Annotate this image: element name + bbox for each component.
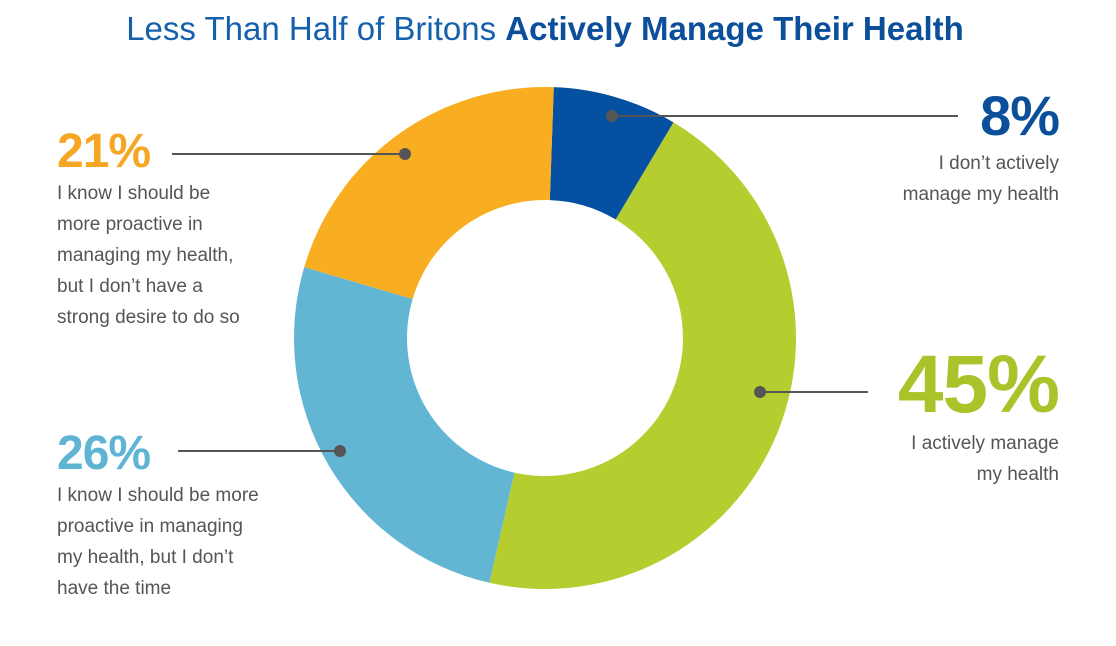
pct-45: 45% (897, 339, 1060, 430)
chart-title: Less Than Half of Britons Actively Manag… (0, 10, 1090, 48)
desc-line: have the time (57, 578, 172, 599)
desc-no-desire: I know I should be more proactive in man… (57, 178, 240, 333)
pct-26: 26% (57, 427, 151, 480)
desc-line: strong desire to do so (57, 307, 240, 328)
desc-line: my health (976, 464, 1059, 485)
title-bold: Actively Manage Their Health (505, 10, 964, 47)
leader-8-dot (606, 110, 618, 122)
pct-8: 8% (980, 84, 1060, 147)
desc-not-managing: I don’t actively manage my health (903, 148, 1059, 210)
leader-26-dot (334, 445, 346, 457)
desc-line: I actively manage (911, 433, 1059, 454)
desc-line: proactive in managing (57, 516, 243, 537)
callout-not-managing: 8% I don’t actively manage my health (903, 84, 1060, 210)
desc-actively-managing: I actively manage my health (898, 428, 1059, 490)
slice-no-time (293, 267, 515, 583)
pct-21: 21% (57, 125, 151, 178)
title-regular: Less Than Half of Britons (126, 10, 506, 47)
slice-no-desire (304, 86, 554, 300)
callout-actively-managing: 45% I actively manage my health (897, 339, 1060, 490)
desc-no-time: I know I should be more proactive in man… (57, 480, 259, 604)
slice-not-managing (549, 87, 674, 220)
leader-21-dot (399, 148, 411, 160)
desc-line: managing my health, (57, 245, 234, 266)
slice-actively-managing (489, 122, 797, 590)
desc-line: I know I should be more (57, 485, 259, 506)
leader-45-dot (754, 386, 766, 398)
desc-line: I know I should be (57, 183, 211, 204)
desc-line: manage my health (902, 184, 1059, 205)
desc-line: my health, but I don’t (57, 547, 234, 568)
desc-line: I don’t actively (938, 153, 1059, 174)
desc-line: but I don’t have a (57, 276, 203, 297)
callout-no-time: 26% I know I should be more proactive in… (57, 430, 259, 604)
callout-no-desire: 21% I know I should be more proactive in… (57, 128, 240, 333)
desc-line: more proactive in (57, 214, 203, 235)
